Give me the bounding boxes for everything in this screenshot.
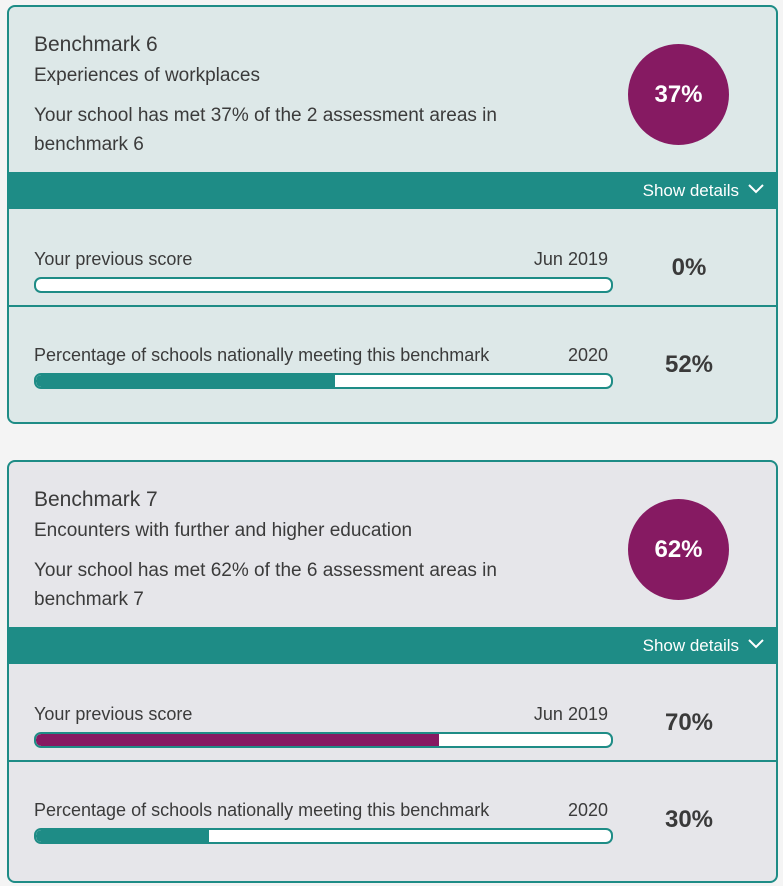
- national-date: 2020: [567, 800, 608, 820]
- benchmark-header: Benchmark 6 Experiences of workplaces Yo…: [9, 7, 776, 172]
- benchmark-title: Benchmark 6: [34, 33, 158, 56]
- previous-score-date: Jun 2019: [533, 249, 608, 269]
- show-details-label: Show details: [642, 635, 739, 655]
- national-row: Percentage of schools nationally meeting…: [9, 762, 776, 879]
- previous-score-label: Your previous score: [34, 704, 193, 724]
- national-label: Percentage of schools nationally meeting…: [34, 345, 490, 365]
- details-strip: Show details: [9, 172, 776, 209]
- national-label: Percentage of schools nationally meeting…: [34, 800, 490, 820]
- score-value: 37%: [654, 80, 703, 108]
- benchmark-subtitle: Experiences of workplaces: [34, 65, 260, 86]
- show-details-button[interactable]: Show details: [643, 627, 764, 664]
- previous-score-value: 70%: [664, 709, 714, 736]
- chevron-down-icon: [748, 639, 764, 649]
- row-divider: [9, 305, 776, 307]
- previous-score-fill: [36, 734, 439, 746]
- previous-score-bar: [34, 277, 613, 293]
- show-details-label: Show details: [642, 180, 739, 200]
- chevron-down-icon: [748, 184, 764, 194]
- benchmark-card-6: Benchmark 6 Experiences of workplaces Yo…: [7, 5, 778, 424]
- score-value: 62%: [654, 535, 703, 563]
- details-strip: Show details: [9, 627, 776, 664]
- score-circle: 62%: [628, 499, 729, 600]
- row-divider: [9, 760, 776, 762]
- benchmark-description: Your school has met 62% of the 6 assessm…: [34, 560, 497, 610]
- previous-score-date: Jun 2019: [533, 704, 608, 724]
- previous-score-label: Your previous score: [34, 249, 193, 269]
- previous-score-value: 0%: [671, 254, 707, 281]
- benchmark-title: Benchmark 7: [34, 488, 158, 511]
- national-fill: [36, 375, 335, 387]
- score-circle: 37%: [628, 44, 729, 145]
- national-date: 2020: [567, 345, 608, 365]
- national-fill: [36, 830, 209, 842]
- national-bar: [34, 828, 613, 844]
- national-value: 30%: [664, 806, 714, 833]
- benchmark-header: Benchmark 7 Encounters with further and …: [9, 462, 776, 627]
- previous-score-bar: [34, 732, 613, 748]
- benchmark-subtitle: Encounters with further and higher educa…: [34, 520, 413, 541]
- national-row: Percentage of schools nationally meeting…: [9, 307, 776, 420]
- show-details-button[interactable]: Show details: [643, 172, 764, 209]
- benchmark-card-7: Benchmark 7 Encounters with further and …: [7, 460, 778, 883]
- national-bar: [34, 373, 613, 389]
- previous-score-row: Your previous score Jun 2019 0%: [9, 209, 776, 305]
- national-value: 52%: [664, 351, 714, 378]
- previous-score-row: Your previous score Jun 2019 70%: [9, 664, 776, 760]
- benchmark-description: Your school has met 37% of the 2 assessm…: [34, 105, 497, 155]
